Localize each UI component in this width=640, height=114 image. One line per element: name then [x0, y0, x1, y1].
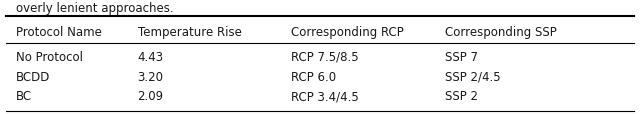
Text: 2.09: 2.09 — [138, 89, 164, 102]
Text: BCDD: BCDD — [16, 70, 51, 83]
Text: SSP 7: SSP 7 — [445, 51, 478, 63]
Text: No Protocol: No Protocol — [16, 51, 83, 63]
Text: BC: BC — [16, 89, 32, 102]
Text: RCP 7.5/8.5: RCP 7.5/8.5 — [291, 51, 359, 63]
Text: Corresponding RCP: Corresponding RCP — [291, 25, 404, 38]
Text: overly lenient approaches.: overly lenient approaches. — [16, 1, 173, 14]
Text: Corresponding SSP: Corresponding SSP — [445, 25, 557, 38]
Text: Protocol Name: Protocol Name — [16, 25, 102, 38]
Text: 3.20: 3.20 — [138, 70, 164, 83]
Text: RCP 6.0: RCP 6.0 — [291, 70, 337, 83]
Text: 4.43: 4.43 — [138, 51, 164, 63]
Text: SSP 2/4.5: SSP 2/4.5 — [445, 70, 500, 83]
Text: RCP 3.4/4.5: RCP 3.4/4.5 — [291, 89, 359, 102]
Text: Temperature Rise: Temperature Rise — [138, 25, 241, 38]
Text: SSP 2: SSP 2 — [445, 89, 478, 102]
